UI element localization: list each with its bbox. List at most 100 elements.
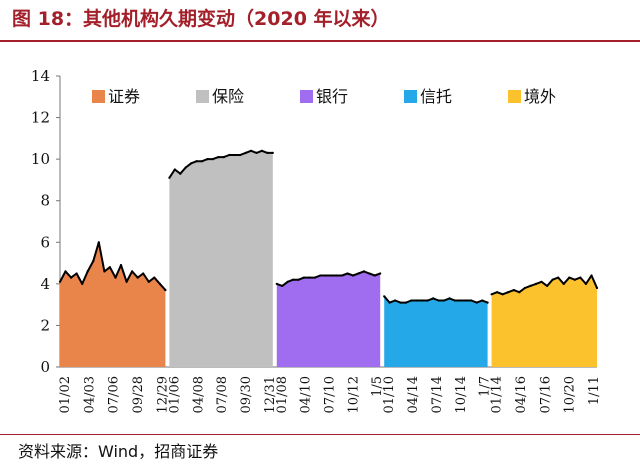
x-tick-label: 07/14 <box>430 376 445 413</box>
y-tick-label: 14 <box>31 67 50 85</box>
point-3-6 <box>302 276 306 279</box>
x-tick-label: 07/10 <box>323 376 338 413</box>
point-2-20 <box>271 151 274 154</box>
x-tick-label: 10/12 <box>346 376 361 413</box>
point-4-14 <box>453 299 456 302</box>
point-2-7 <box>201 160 204 163</box>
legend-label-3: 银行 <box>316 87 348 106</box>
point-3-10 <box>324 274 327 277</box>
point-1-6 <box>86 270 89 273</box>
y-tick-label: 4 <box>40 275 50 293</box>
point-4-15 <box>459 299 462 302</box>
x-tick-label: 01/02 <box>58 376 73 413</box>
point-4-1 <box>383 295 386 298</box>
point-1-11 <box>114 276 117 279</box>
point-1-5 <box>81 282 84 285</box>
point-1-17 <box>147 280 150 283</box>
point-5-19 <box>590 274 593 277</box>
area-2 <box>169 150 273 367</box>
point-4-8 <box>421 299 424 302</box>
point-3-19 <box>373 274 376 277</box>
point-3-1 <box>275 282 278 285</box>
point-3-12 <box>335 274 338 277</box>
point-2-13 <box>233 153 236 157</box>
legend-swatch-4 <box>404 90 417 103</box>
point-2-6 <box>195 160 198 163</box>
point-1-12 <box>119 264 123 267</box>
legend-swatch-5 <box>508 90 521 103</box>
point-1-2 <box>64 270 67 273</box>
point-1-8 <box>97 241 100 244</box>
point-5-11 <box>546 284 549 287</box>
area-1 <box>60 242 166 367</box>
point-5-8 <box>529 284 532 287</box>
legend-label-4: 信托 <box>420 87 452 106</box>
point-5-12 <box>551 278 554 281</box>
y-tick-label: 12 <box>31 109 50 127</box>
point-3-16 <box>357 272 360 275</box>
figure-title: 图 18：其他机构久期变动（2020 年以来） <box>12 8 390 30</box>
x-tick-label: 07/06 <box>107 376 122 413</box>
point-2-2 <box>173 168 176 171</box>
legend-swatch-2 <box>196 90 209 103</box>
point-4-7 <box>415 299 418 302</box>
point-5-7 <box>523 286 527 290</box>
point-4-16 <box>464 299 467 302</box>
point-4-2 <box>388 301 391 304</box>
point-5-15 <box>568 276 571 279</box>
point-4-5 <box>404 301 408 304</box>
point-5-17 <box>579 276 582 279</box>
point-1-15 <box>136 276 139 279</box>
point-5-13 <box>557 276 560 279</box>
x-tick-label: 1/11 <box>587 376 602 405</box>
x-tick-label: 07/08 <box>215 376 230 413</box>
point-1-14 <box>131 270 134 273</box>
point-1-19 <box>158 282 161 285</box>
point-1-7 <box>92 259 95 263</box>
point-4-11 <box>437 299 440 302</box>
point-3-8 <box>313 276 316 279</box>
point-3-3 <box>286 280 289 283</box>
point-2-11 <box>222 156 225 159</box>
x-tick-label: 04/14 <box>406 376 421 413</box>
point-2-15 <box>244 151 247 154</box>
x-tick-label: 04/08 <box>191 376 206 413</box>
point-4-6 <box>410 299 413 302</box>
point-4-4 <box>399 301 402 304</box>
point-3-9 <box>319 274 322 277</box>
point-3-4 <box>292 278 295 281</box>
point-5-1 <box>490 293 493 296</box>
y-tick-label: 2 <box>40 316 50 334</box>
point-1-4 <box>75 272 78 275</box>
point-2-19 <box>266 151 269 154</box>
point-2-8 <box>206 158 209 161</box>
point-5-3 <box>501 293 504 296</box>
point-2-12 <box>228 153 231 157</box>
point-5-5 <box>512 289 515 292</box>
x-tick-label: 04/10 <box>299 376 314 413</box>
point-4-13 <box>448 297 451 300</box>
point-5-20 <box>595 286 599 290</box>
area-3 <box>276 271 381 367</box>
y-tick-label: 0 <box>40 358 50 376</box>
line-1 <box>59 241 167 291</box>
point-2-1 <box>168 176 171 179</box>
point-2-10 <box>217 156 220 159</box>
point-4-10 <box>432 297 435 300</box>
point-4-12 <box>443 299 446 302</box>
x-tick-label: 01/08 <box>275 376 290 413</box>
point-1-3 <box>70 276 73 279</box>
area-4 <box>384 296 488 367</box>
x-tick-label: 09/28 <box>131 376 146 413</box>
x-tick-label: 01/14 <box>490 376 505 413</box>
point-2-14 <box>239 153 242 157</box>
point-2-9 <box>211 158 214 161</box>
legend-label-1: 证券 <box>108 87 140 106</box>
point-3-15 <box>351 274 355 277</box>
footer-rule <box>0 434 640 435</box>
point-2-16 <box>249 149 253 152</box>
point-2-4 <box>184 166 187 169</box>
point-5-6 <box>518 291 521 294</box>
x-tick-label: 04/03 <box>82 376 97 413</box>
area-5 <box>491 275 597 367</box>
